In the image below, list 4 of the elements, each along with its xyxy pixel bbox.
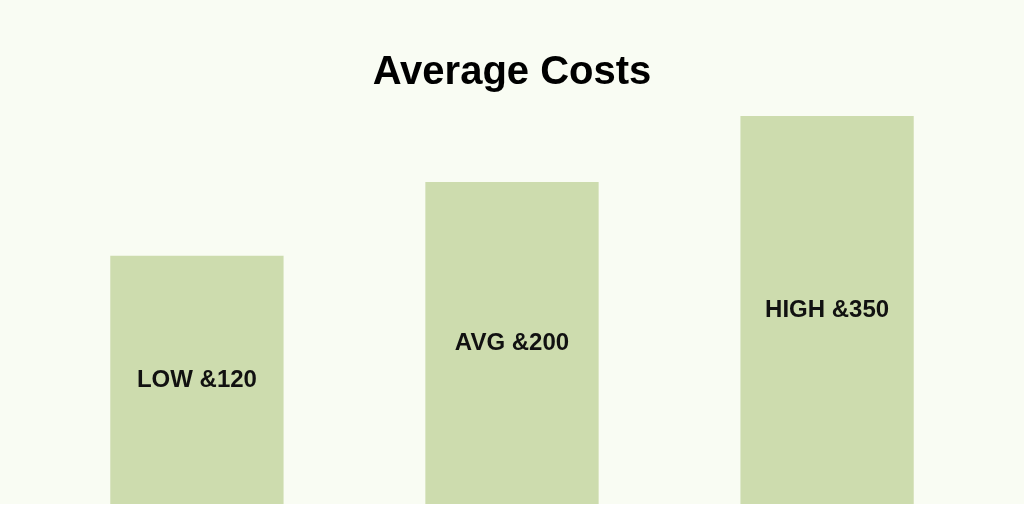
x-tick-label: LOW &120 [136,364,257,392]
x-tick-label: HIGH &350 [765,295,890,322]
x-tick-label: AVG &200 [454,327,570,355]
chart-title: Average Costs [372,48,652,92]
